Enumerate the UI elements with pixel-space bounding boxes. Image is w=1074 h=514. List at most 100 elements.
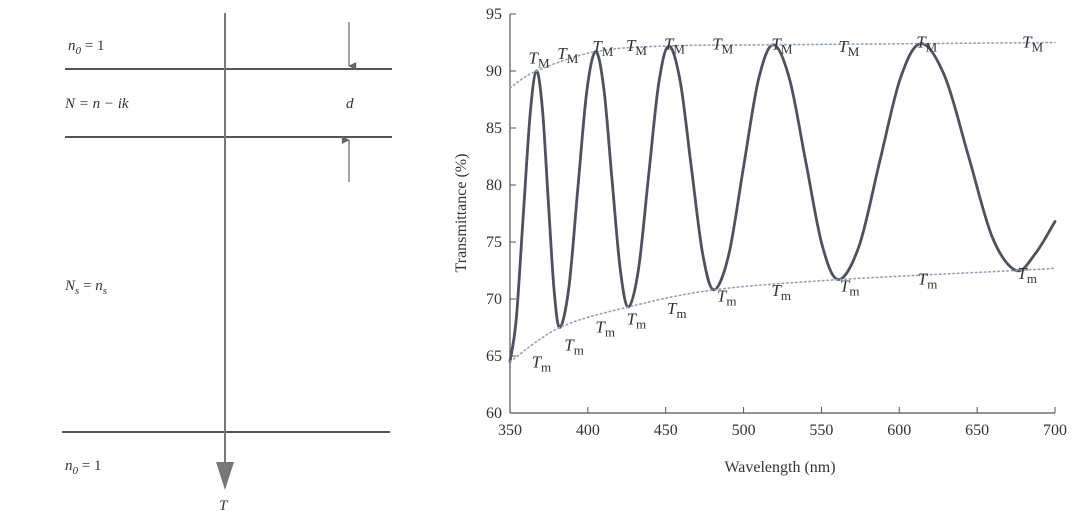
subscript: s — [103, 285, 107, 297]
annotation: Tm — [717, 287, 737, 309]
y-tick-label: 65 — [486, 348, 502, 365]
y-tick-label: 90 — [486, 63, 502, 80]
annotation-symbol: T — [532, 353, 543, 372]
annotation-subscript: M — [926, 39, 938, 54]
annotation: Tm — [667, 299, 687, 321]
y-tick-label: 70 — [486, 291, 502, 308]
annotation-symbol: T — [627, 309, 638, 328]
annotation-subscript: M — [781, 42, 793, 57]
annotation-symbol: T — [667, 299, 678, 318]
annotation-subscript: M — [538, 55, 550, 70]
symbol: = 1 — [81, 38, 104, 54]
envelope-line — [509, 267, 1056, 363]
annotation-symbol: T — [528, 48, 539, 67]
medium-label: n0 = 1 — [68, 38, 104, 57]
annotation: Tm — [564, 336, 584, 358]
annotation: TM — [557, 44, 578, 66]
annotation-subscript: M — [567, 51, 579, 66]
chart: Wavelength (nm) Transmittance (%) 60 65 70… — [453, 6, 1067, 476]
annotation: TM — [528, 48, 549, 70]
annotation-subscript: M — [848, 44, 860, 59]
film-label: N = n − ik — [64, 96, 129, 112]
y-tick-label: 95 — [486, 6, 502, 23]
symbol: = — [79, 278, 95, 294]
annotation-symbol: T — [771, 35, 782, 54]
annotation-symbol: T — [592, 37, 603, 56]
annotation: Tm — [595, 317, 615, 339]
annotation-symbol: T — [595, 317, 606, 336]
x-tick-label: 500 — [732, 422, 756, 439]
y-tick-label: 75 — [486, 234, 502, 251]
annotation-symbol: T — [840, 276, 851, 295]
annotation: TM — [1022, 32, 1043, 54]
annotation-symbol: T — [664, 35, 675, 54]
annotation: Tm — [771, 281, 791, 303]
annotation-symbol: T — [557, 44, 568, 63]
subscript: s — [75, 285, 79, 297]
annotation-subscript: m — [927, 276, 937, 291]
x-tick-label: 350 — [498, 422, 522, 439]
annotation-symbol: T — [771, 281, 782, 300]
y-axis-title: Transmittance (%) — [453, 154, 470, 273]
x-tick-label: 550 — [809, 422, 833, 439]
transmittance-line — [508, 42, 1057, 364]
annotation-subscript: M — [602, 44, 614, 59]
y-tick-label: 80 — [486, 177, 502, 194]
annotation-subscript: m — [726, 294, 736, 309]
annotation-subscript: m — [781, 288, 791, 303]
annotation-symbol: T — [1022, 32, 1033, 51]
x-tick-label: 650 — [965, 422, 989, 439]
annotation-subscript: m — [1027, 271, 1037, 286]
annotation: TM — [838, 37, 859, 59]
annotation-symbol: T — [916, 32, 927, 51]
transmitted-label: T — [219, 498, 229, 514]
annotation: Tm — [627, 309, 647, 331]
annotation: Tm — [1017, 264, 1037, 286]
annotation: TM — [712, 35, 733, 57]
annotation-symbol: T — [717, 287, 728, 306]
annotation-subscript: M — [635, 43, 647, 58]
annotation-subscript: m — [605, 324, 615, 339]
annotation-symbol: T — [918, 269, 929, 288]
annotation: Tm — [532, 353, 552, 375]
subscript: 0 — [76, 45, 82, 57]
annotation: TM — [664, 35, 685, 57]
annotation-subscript: m — [574, 343, 584, 358]
annotation-subscript: M — [1032, 39, 1044, 54]
annotation: TM — [916, 32, 937, 54]
x-axis-title: Wavelength (nm) — [724, 459, 835, 476]
symbol: N — [64, 278, 76, 294]
annotation-subscript: m — [636, 316, 646, 331]
symbol: n — [65, 458, 73, 474]
annotation: Tm — [918, 269, 938, 291]
annotation-symbol: T — [1017, 264, 1028, 283]
x-tick-label: 450 — [654, 422, 678, 439]
thickness-label: d — [346, 96, 354, 112]
y-tick-label: 85 — [486, 120, 502, 137]
annotation: TM — [771, 35, 792, 57]
annotation-subscript: m — [677, 306, 687, 321]
symbol: = 1 — [78, 458, 101, 474]
x-tick-label: 400 — [576, 422, 600, 439]
annotation-symbol: T — [838, 37, 849, 56]
annotation-subscript: m — [541, 360, 551, 375]
annotation-symbol: T — [626, 36, 637, 55]
symbol: n — [68, 38, 76, 54]
x-tick-label: 600 — [887, 422, 911, 439]
substrate-label: Ns = ns — [64, 278, 107, 297]
x-tick-label: 700 — [1043, 422, 1067, 439]
annotation: Tm — [840, 276, 860, 298]
layer-diagram: n0 = 1 N = n − ik d Ns = ns n0 = 1 T — [62, 13, 392, 514]
symbol: n — [95, 278, 103, 294]
ray-arrowhead — [216, 462, 234, 490]
annotation-symbol: T — [712, 35, 723, 54]
y-tick-label: 60 — [486, 405, 502, 422]
annotation-subscript: M — [673, 42, 685, 57]
annotation: TM — [592, 37, 613, 59]
annotation-subscript: M — [722, 42, 734, 57]
medium-label: n0 = 1 — [65, 458, 101, 477]
annotation-subscript: m — [849, 283, 859, 298]
subscript: 0 — [73, 465, 79, 477]
annotation-symbol: T — [564, 336, 575, 355]
